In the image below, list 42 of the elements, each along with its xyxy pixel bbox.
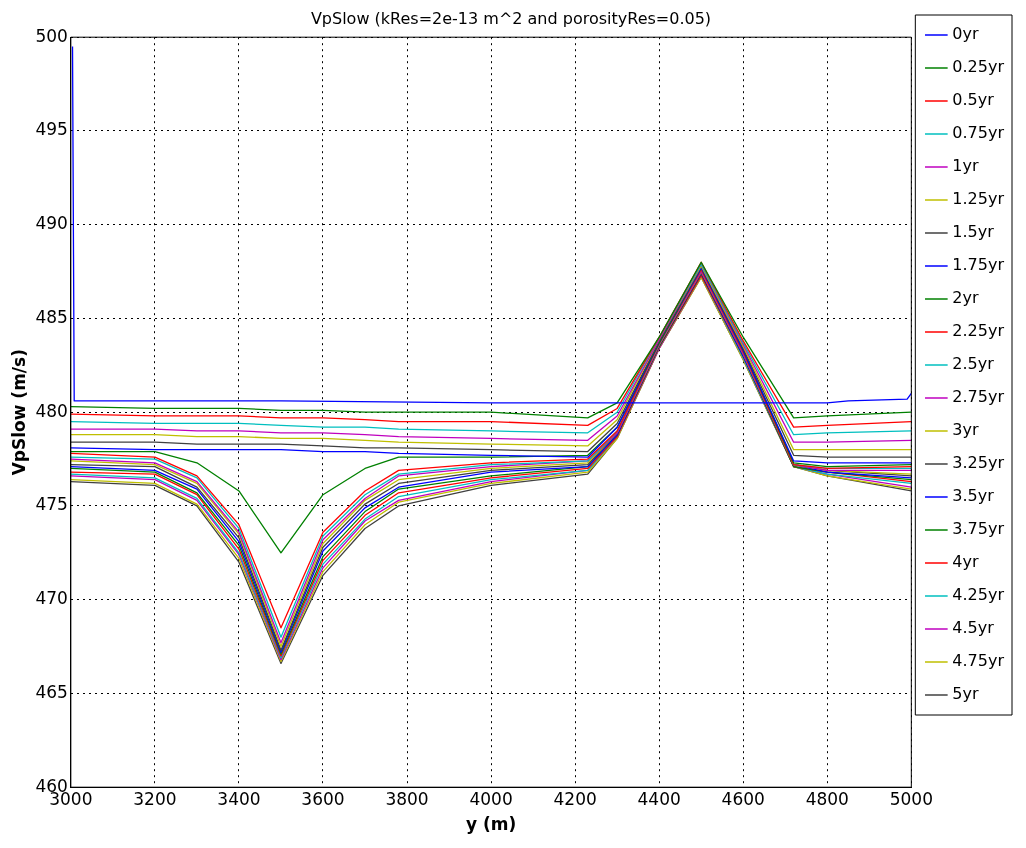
x-tick-label: 4400 bbox=[637, 788, 681, 809]
y-axis-title: VpSlow (m/s) bbox=[8, 349, 29, 476]
legend-label: 0yr bbox=[952, 24, 979, 44]
legend-label: 3.75yr bbox=[952, 519, 1005, 539]
x-tick-label: 4000 bbox=[469, 788, 513, 809]
x-tick-label: 3800 bbox=[385, 788, 429, 809]
chart-title: VpSlow (kRes=2e-13 m^2 and porosityRes=0.05) bbox=[310, 8, 712, 28]
x-tick-label: 3200 bbox=[133, 788, 177, 809]
y-tick-label: 470 bbox=[35, 588, 68, 609]
legend-label: 0.75yr bbox=[952, 123, 1005, 143]
y-tick-label: 485 bbox=[35, 306, 68, 327]
y-tick-label: 490 bbox=[35, 213, 68, 234]
legend-label: 0.5yr bbox=[952, 90, 995, 110]
x-tick-label: 4800 bbox=[805, 788, 849, 809]
x-tick-label: 4200 bbox=[553, 788, 597, 809]
y-tick-label: 500 bbox=[35, 25, 68, 46]
legend-label: 2.5yr bbox=[952, 354, 995, 374]
legend-label: 5yr bbox=[952, 684, 979, 704]
legend-label: 3yr bbox=[952, 420, 979, 440]
x-tick-label: 4600 bbox=[721, 788, 765, 809]
y-tick-label: 495 bbox=[35, 119, 68, 140]
legend-label: 3.25yr bbox=[952, 453, 1005, 473]
legend-label: 4yr bbox=[952, 552, 979, 572]
legend-label: 0.25yr bbox=[952, 57, 1005, 77]
x-tick-label: 3600 bbox=[301, 788, 345, 809]
x-tick-label: 3400 bbox=[217, 788, 261, 809]
legend-label: 4.25yr bbox=[952, 585, 1005, 605]
legend-label: 1.75yr bbox=[952, 255, 1005, 275]
y-tick-label: 475 bbox=[35, 494, 68, 515]
legend-label: 2yr bbox=[952, 288, 979, 308]
legend-label: 1.5yr bbox=[952, 222, 995, 242]
legend-label: 1yr bbox=[952, 156, 979, 176]
y-tick-label: 480 bbox=[35, 400, 68, 421]
x-tick-label: 5000 bbox=[889, 788, 933, 809]
legend-label: 2.25yr bbox=[952, 321, 1005, 341]
legend-label: 3.5yr bbox=[952, 486, 995, 506]
legend-label: 2.75yr bbox=[952, 387, 1005, 407]
legend-label: 4.5yr bbox=[952, 618, 995, 638]
y-tick-label: 465 bbox=[35, 681, 68, 702]
legend-label: 4.75yr bbox=[952, 651, 1005, 671]
legend-label: 1.25yr bbox=[952, 189, 1005, 209]
x-axis-title: y (m) bbox=[465, 814, 517, 835]
